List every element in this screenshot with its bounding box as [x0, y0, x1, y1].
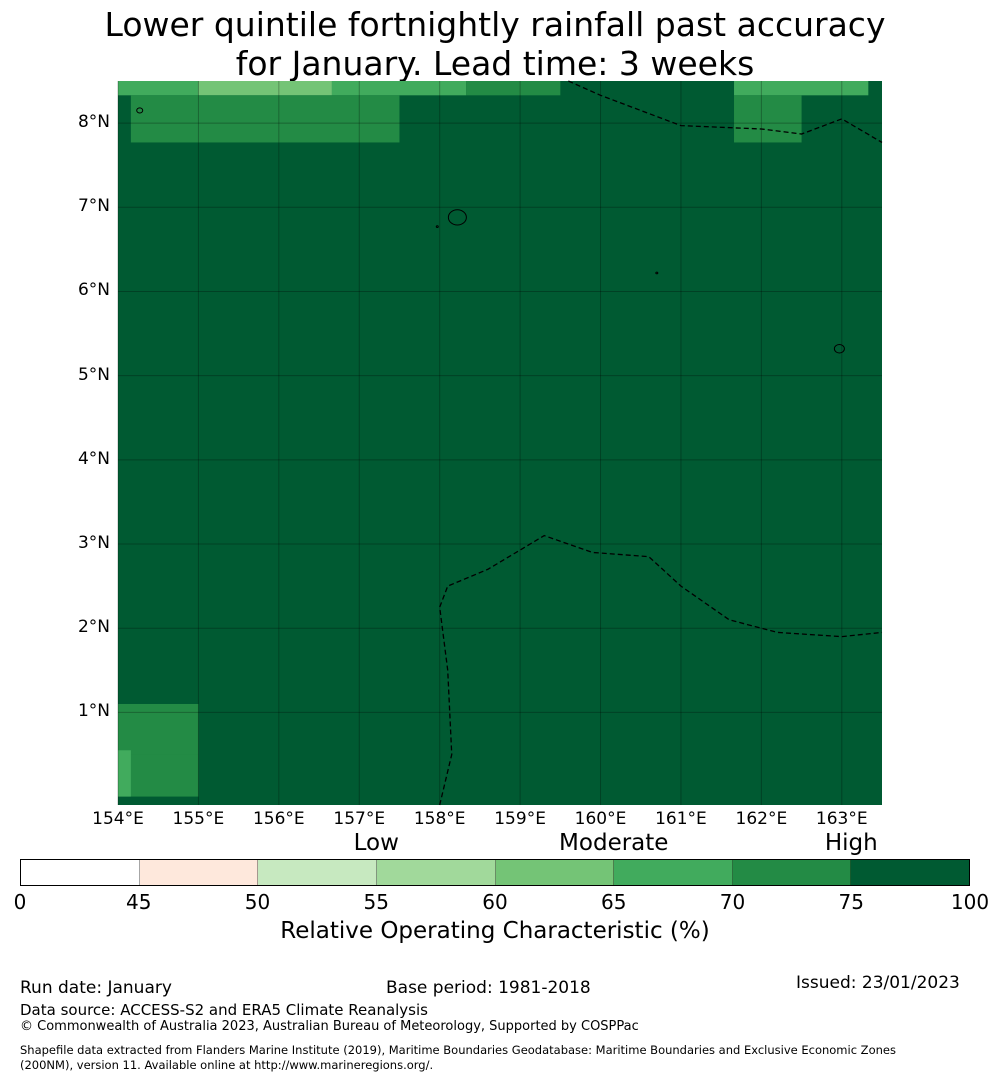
graticule — [117, 81, 882, 805]
copyright-notice: © Commonwealth of Australia 2023, Austra… — [20, 1019, 639, 1034]
lat-label-2: 2°N — [77, 617, 110, 638]
accuracy-cell-2 — [331, 81, 467, 96]
tick-label-60: 60 — [482, 890, 508, 914]
island-coastline-1 — [833, 343, 845, 354]
colorbar-segment-0-45 — [21, 860, 140, 885]
colorbar-segment-50-55 — [258, 860, 377, 885]
category-label-moderate: Moderate — [559, 830, 669, 856]
tick-label-75: 75 — [838, 890, 864, 914]
colorbar — [20, 859, 970, 886]
chart-title-line-2: for January. Lead time: 3 weeks — [235, 44, 755, 83]
lat-label-5: 5°N — [77, 364, 110, 385]
run-date: Run date: January — [20, 978, 172, 998]
eez-boundary-1 — [439, 534, 883, 806]
map-background — [118, 81, 882, 805]
tick-label-100: 100 — [950, 890, 990, 914]
colorbar-segment-55-60 — [376, 860, 496, 885]
lon-label-161: 161°E — [655, 809, 707, 829]
accuracy-cell-9 — [118, 750, 131, 797]
lon-label-163: 163°E — [815, 809, 868, 829]
tick-label-50: 50 — [244, 890, 271, 914]
lat-label-7: 7°N — [77, 196, 110, 217]
tick-label-65: 65 — [601, 890, 627, 914]
island-coastline-2 — [136, 107, 144, 114]
island-coastline-3 — [435, 225, 439, 228]
shapefile-credit-line-1: Shapefile data extracted from Flanders M… — [20, 1043, 896, 1057]
island-coastline-4 — [655, 271, 659, 275]
category-label-high: High — [824, 830, 878, 856]
maritime-boundaries — [439, 80, 883, 806]
lat-label-3: 3°N — [77, 533, 110, 554]
colorbar-segment-60-65 — [495, 860, 615, 885]
accuracy-cell-0 — [118, 81, 199, 96]
map-plot — [117, 80, 883, 806]
lon-label-156: 156°E — [252, 809, 305, 829]
colorbar-segment-65-70 — [614, 860, 733, 885]
colorbar-segment-70-75 — [732, 860, 852, 885]
tick-label-70: 70 — [719, 890, 746, 914]
lon-label-159: 159°E — [494, 809, 546, 829]
lon-label-160: 160°E — [574, 809, 627, 829]
lat-label-6: 6°N — [77, 280, 110, 301]
accuracy-cell-4 — [734, 81, 869, 96]
accuracy-cell-1 — [198, 81, 332, 96]
accuracy-cell-6 — [734, 95, 802, 143]
lat-label-8: 8°N — [77, 112, 110, 133]
accuracy-cell-5 — [130, 95, 400, 143]
lon-label-162: 162°E — [735, 809, 788, 829]
tick-label-45: 45 — [126, 890, 152, 914]
lat-label-4: 4°N — [77, 448, 110, 469]
colorbar-title: Relative Operating Characteristic (%) — [280, 918, 710, 944]
lon-label-157: 157°E — [333, 809, 386, 829]
accuracy-cells — [118, 81, 869, 797]
base-period: Base period: 1981-2018 — [386, 978, 591, 998]
data-source: Data source: ACCESS-S2 and ERA5 Climate … — [20, 1001, 428, 1019]
lon-label-155: 155°E — [172, 809, 225, 829]
shapefile-credit-line-2: (200NM), version 11. Available online at… — [20, 1058, 434, 1072]
colorbar-segment-75-100 — [851, 860, 969, 885]
island-coastline-0 — [447, 209, 467, 226]
chart-title-line-1: Lower quintile fortnightly rainfall past… — [104, 5, 886, 44]
tick-label-55: 55 — [363, 890, 389, 914]
coastlines — [136, 107, 845, 354]
eez-boundary-0 — [568, 80, 883, 144]
accuracy-cell-3 — [466, 81, 561, 96]
lat-label-1: 1°N — [77, 701, 110, 722]
lon-label-158: 158°E — [413, 809, 466, 829]
colorbar-segment-45-50 — [139, 860, 259, 885]
category-label-low: Low — [353, 830, 399, 856]
tick-label-0: 0 — [13, 890, 27, 914]
accuracy-cell-8 — [118, 754, 199, 797]
accuracy-cell-7 — [118, 703, 199, 755]
lon-label-154: 154°E — [92, 809, 144, 829]
issued-date: Issued: 23/01/2023 — [796, 973, 960, 993]
